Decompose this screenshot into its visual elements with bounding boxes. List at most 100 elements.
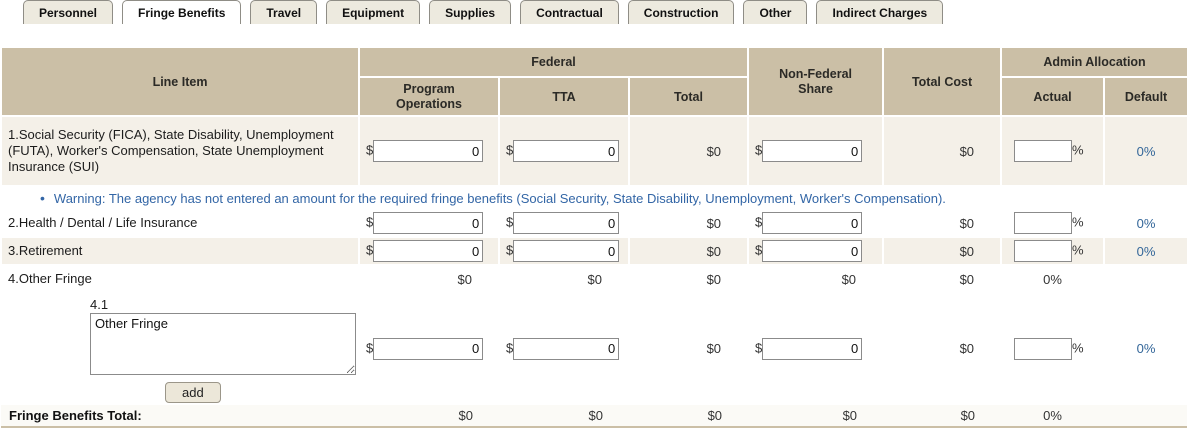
- dollar-sign: $: [755, 142, 763, 158]
- dollar-sign: $: [506, 142, 514, 158]
- retirement-non-federal-cell: $: [747, 236, 885, 266]
- total-program-operations: $0: [359, 403, 499, 428]
- line-item-label-other-fringe: 4.Other Fringe: [0, 264, 360, 294]
- other-fringe-program-operations: $0: [358, 264, 500, 294]
- col-header-total: Total: [627, 76, 750, 117]
- budget-category-tabbar: Personnel Fringe Benefits Travel Equipme…: [0, 0, 1187, 24]
- other-sub-description-cell: 4.1 Other Fringe add: [0, 292, 360, 405]
- percent-sign: %: [1072, 242, 1084, 258]
- tab-equipment[interactable]: Equipment: [326, 0, 421, 24]
- health-program-operations-cell: $: [358, 208, 500, 238]
- fica-program-operations-cell: $: [358, 115, 500, 187]
- bullet-icon: •: [40, 189, 45, 206]
- health-actual-input[interactable]: [1014, 212, 1073, 234]
- total-actual-pct: 0%: [1001, 403, 1105, 428]
- dollar-sign: $: [755, 214, 763, 230]
- other-sub-federal-total: $0: [627, 292, 750, 405]
- col-header-line-item: Line Item: [0, 46, 360, 117]
- fica-tta-input[interactable]: [513, 140, 620, 162]
- other-sub-actual-input[interactable]: [1014, 337, 1073, 360]
- total-federal-total: $0: [629, 403, 749, 428]
- tab-indirect-charges[interactable]: Indirect Charges: [816, 0, 944, 24]
- other-sub-non-federal-cell: $: [747, 292, 885, 405]
- health-non-federal-input[interactable]: [762, 212, 863, 234]
- warning-row: • Warning: The agency has not entered an …: [0, 185, 1187, 210]
- retirement-program-operations-input[interactable]: [373, 240, 484, 262]
- health-tta-input[interactable]: [513, 212, 620, 234]
- fica-non-federal-cell: $: [747, 115, 885, 187]
- fica-actual-input[interactable]: [1014, 140, 1073, 162]
- dollar-sign: $: [366, 339, 374, 355]
- total-tta: $0: [499, 403, 629, 428]
- tab-supplies[interactable]: Supplies: [429, 0, 512, 24]
- retirement-default-pct: 0%: [1103, 236, 1187, 266]
- health-actual-cell: %: [1000, 208, 1106, 238]
- other-fringe-actual-pct: 0%: [1000, 264, 1106, 294]
- health-default-pct: 0%: [1103, 208, 1187, 238]
- retirement-actual-cell: %: [1000, 236, 1106, 266]
- fica-actual-cell: %: [1000, 115, 1106, 187]
- other-sub-tta-cell: $: [498, 292, 630, 405]
- fringe-warning-message: • Warning: The agency has not entered an …: [0, 185, 1187, 210]
- retirement-total-cost: $0: [882, 236, 1003, 266]
- tab-construction[interactable]: Construction: [627, 0, 735, 24]
- dollar-sign: $: [755, 242, 763, 258]
- col-header-non-federal-share: Non-Federal Share: [747, 46, 885, 117]
- fringe-benefits-total-label: Fringe Benefits Total:: [1, 403, 359, 428]
- other-fringe-non-federal: $0: [747, 264, 885, 294]
- col-header-federal: Federal: [357, 46, 750, 78]
- col-header-total-cost: Total Cost: [882, 46, 1003, 117]
- table-row-fica: 1.Social Security (FICA), State Disabili…: [0, 115, 1187, 187]
- retirement-tta-cell: $: [498, 236, 630, 266]
- line-item-label-health: 2.Health / Dental / Life Insurance: [0, 208, 360, 238]
- dollar-sign: $: [506, 242, 514, 258]
- table-row-retirement: 3.Retirement $ $ $0 $ $0 % 0%: [0, 236, 1187, 266]
- retirement-non-federal-input[interactable]: [762, 240, 863, 262]
- tab-other[interactable]: Other: [743, 0, 808, 24]
- line-item-label-retirement: 3.Retirement: [0, 236, 360, 266]
- add-fringe-item-button[interactable]: add: [165, 382, 221, 403]
- other-sub-description-textarea[interactable]: Other Fringe: [90, 313, 356, 375]
- other-sub-non-federal-input[interactable]: [762, 337, 863, 360]
- dollar-sign: $: [506, 339, 514, 355]
- percent-sign: %: [1072, 214, 1084, 230]
- tab-travel[interactable]: Travel: [250, 0, 318, 24]
- tab-personnel[interactable]: Personnel: [23, 0, 114, 24]
- other-sub-program-operations-cell: $: [358, 292, 500, 405]
- total-total-cost: $0: [883, 403, 1002, 428]
- other-sub-total-cost: $0: [882, 292, 1003, 405]
- table-row-other-fringe-sub: 4.1 Other Fringe add $ $ $0 $ $0 % 0%: [0, 292, 1187, 405]
- health-program-operations-input[interactable]: [373, 212, 484, 234]
- fringe-benefits-total-row: Fringe Benefits Total: $0 $0 $0 $0 $0 0%: [1, 403, 1187, 428]
- fica-total-cost: $0: [882, 115, 1003, 187]
- fica-federal-total: $0: [627, 115, 750, 187]
- col-header-default: Default: [1103, 76, 1187, 117]
- col-header-program-operations: Program Operations: [358, 76, 500, 117]
- health-total-cost: $0: [882, 208, 1003, 238]
- health-federal-total: $0: [627, 208, 750, 238]
- col-header-admin-allocation: Admin Allocation: [1000, 46, 1187, 78]
- other-sub-tta-input[interactable]: [513, 337, 620, 360]
- tab-fringe-benefits[interactable]: Fringe Benefits: [122, 0, 242, 24]
- percent-sign: %: [1072, 339, 1084, 355]
- table-row-health: 2.Health / Dental / Life Insurance $ $ $…: [0, 208, 1187, 238]
- fica-program-operations-input[interactable]: [373, 140, 484, 162]
- col-header-actual: Actual: [1000, 76, 1106, 117]
- fica-default-pct: 0%: [1103, 115, 1187, 187]
- dollar-sign: $: [755, 339, 763, 355]
- dollar-sign: $: [366, 214, 374, 230]
- dollar-sign: $: [366, 142, 374, 158]
- other-sub-program-operations-input[interactable]: [373, 337, 484, 360]
- other-fringe-default-pct: [1103, 264, 1187, 294]
- other-fringe-federal-total: $0: [627, 264, 750, 294]
- tab-contractual[interactable]: Contractual: [520, 0, 619, 24]
- retirement-federal-total: $0: [627, 236, 750, 266]
- retirement-tta-input[interactable]: [513, 240, 620, 262]
- other-sub-number: 4.1: [90, 297, 109, 312]
- total-non-federal: $0: [748, 403, 884, 428]
- retirement-actual-input[interactable]: [1014, 240, 1073, 262]
- other-fringe-tta: $0: [498, 264, 630, 294]
- other-sub-actual-cell: %: [1000, 292, 1106, 405]
- fica-non-federal-input[interactable]: [762, 140, 863, 162]
- percent-sign: %: [1072, 142, 1084, 158]
